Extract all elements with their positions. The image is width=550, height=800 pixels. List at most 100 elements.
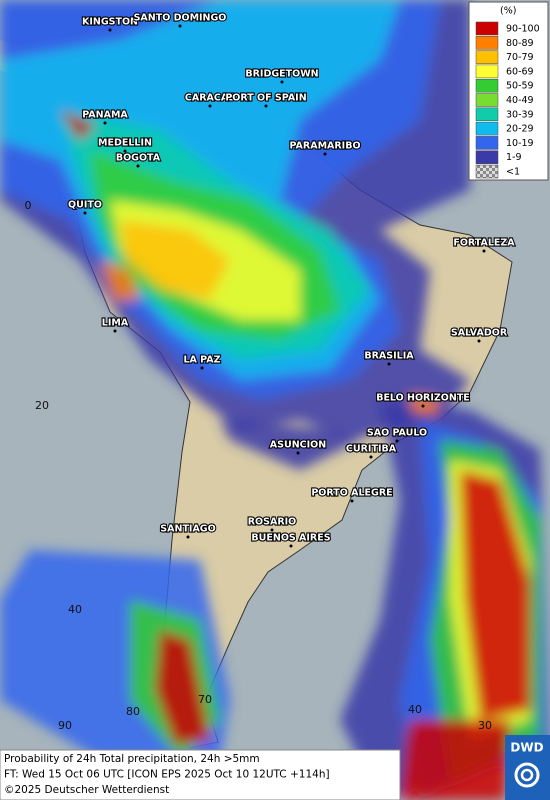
city-label: FORTALEZA — [453, 238, 515, 249]
legend-label: 60-69 — [506, 66, 534, 77]
legend-swatch — [475, 21, 499, 36]
legend-label: 30-39 — [506, 109, 534, 120]
precip-area — [155, 630, 210, 745]
footer-box — [0, 749, 401, 800]
legend-swatch — [475, 36, 499, 50]
city-dot — [186, 535, 190, 539]
city-label: BOGOTA — [116, 153, 161, 164]
city-dot — [289, 544, 293, 548]
precip-area — [100, 260, 140, 300]
legend: (%) 90-100 80-89 70-79 60-69 50-59 40-49 30-39… — [468, 1, 549, 181]
legend-swatch — [475, 64, 499, 79]
city-label: BRIDGETOWN — [245, 69, 318, 80]
city-dot — [264, 104, 268, 108]
grid-label: 90 — [58, 719, 72, 732]
city-label: ASUNCION — [270, 440, 326, 451]
city-dot — [477, 339, 481, 343]
city-dot — [421, 404, 425, 408]
legend-label: 80-89 — [506, 38, 534, 49]
grid-label: 20 — [35, 399, 49, 412]
precip-area — [460, 470, 530, 720]
city-dot — [350, 499, 354, 503]
city-dot — [270, 528, 274, 532]
legend-label: 70-79 — [506, 52, 534, 63]
city-dot — [113, 329, 117, 333]
city-label: LIMA — [102, 318, 129, 329]
city-dot — [296, 451, 300, 455]
precip-area — [400, 720, 510, 800]
city-label: SAO PAULO — [367, 428, 427, 439]
grid-label: 40 — [408, 703, 422, 716]
city-dot — [280, 80, 284, 84]
city-dot — [123, 149, 127, 153]
city-dot — [103, 121, 107, 125]
legend-swatch — [475, 136, 499, 150]
logo-box — [505, 735, 550, 800]
grid-label: 40 — [68, 603, 82, 616]
city-label: PORTO ALEGRE — [311, 488, 392, 499]
legend-label: 1-9 — [506, 152, 522, 163]
city-label: LA PAZ — [183, 355, 220, 366]
precip-area — [60, 110, 95, 140]
city-dot — [108, 28, 112, 32]
city-label: BRASILIA — [364, 351, 414, 362]
city-label: SALVADOR — [451, 328, 508, 339]
legend-label: 20-29 — [506, 124, 534, 135]
city-label: PANAMA — [82, 110, 128, 121]
logo-swirl — [520, 768, 534, 782]
precip-area — [410, 395, 440, 415]
city-label: PORT OF SPAIN — [225, 93, 306, 104]
grid-label: 30 — [478, 719, 492, 732]
precip-area — [220, 420, 360, 470]
legend-swatch — [475, 78, 499, 93]
footer: Probability of 24h Total precipitation, … — [4, 753, 330, 796]
footer-line: FT: Wed 15 Oct 06 UTC [ICON EPS 2025 Oct… — [4, 769, 330, 781]
footer-line: Probability of 24h Total precipitation, … — [4, 753, 260, 765]
legend-unit: (%) — [500, 6, 516, 17]
city-dot — [208, 104, 212, 108]
legend-swatch — [475, 93, 499, 107]
legend-label: 10-19 — [506, 138, 534, 149]
city-label: PARAMARIBO — [289, 141, 360, 152]
city-label: QUITO — [68, 200, 102, 211]
city-label: CARACAS — [185, 93, 235, 104]
city-label: BELO HORIZONTE — [376, 393, 470, 404]
legend-items: 90-100 80-89 70-79 60-69 50-59 40-49 30-39 20-2… — [475, 21, 540, 179]
city-label: ROSARIO — [248, 517, 297, 528]
grid-label: 80 — [126, 705, 140, 718]
city-dot — [395, 439, 399, 443]
city-label: MEDELLIN — [98, 138, 152, 149]
legend-swatch — [475, 150, 499, 164]
grid-label: 0 — [25, 199, 32, 212]
city-dot — [369, 455, 373, 459]
city-label: KINGSTON — [82, 17, 138, 28]
city-dot — [83, 211, 87, 215]
legend-swatch — [475, 50, 499, 64]
city-label: BUENOS AIRES — [251, 533, 330, 544]
logo-swirl — [514, 762, 540, 788]
legend-label: 90-100 — [506, 24, 540, 35]
footer-line: ©2025 Deutscher Wetterdienst — [4, 784, 169, 796]
city-dot — [200, 366, 204, 370]
city-dot — [387, 362, 391, 366]
legend-label: <1 — [506, 167, 520, 178]
legend-label: 50-59 — [506, 81, 534, 92]
legend-label: 40-49 — [506, 95, 534, 106]
city-dot — [178, 24, 182, 28]
city-label: CURITIBA — [346, 444, 397, 455]
city-dot — [323, 152, 327, 156]
city-label: SANTIAGO — [160, 524, 215, 535]
legend-swatch — [475, 107, 499, 122]
city-dot — [482, 249, 486, 253]
grid-label: 70 — [198, 693, 212, 706]
city-label: SANTO DOMINGO — [134, 13, 227, 24]
city-dot — [136, 164, 140, 168]
precip-area — [120, 220, 230, 300]
legend-swatch — [475, 164, 499, 179]
legend-swatch — [475, 121, 499, 136]
logo-text: DWD — [510, 741, 543, 755]
